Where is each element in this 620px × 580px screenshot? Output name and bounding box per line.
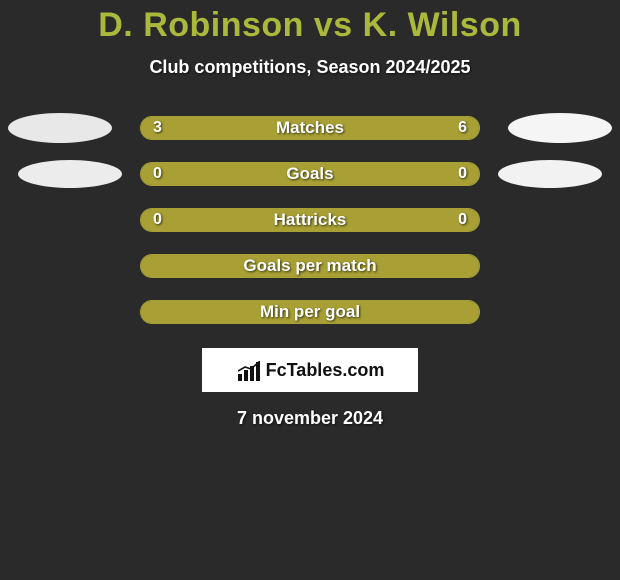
stat-value-right: 0 [458,209,467,231]
date-label: 7 november 2024 [0,408,620,429]
player-badge-right [498,160,602,188]
comparison-row: Hattricks0 0 [0,208,620,232]
stat-bar: Matches3 6 [140,116,480,140]
stat-label: Min per goal [141,301,479,323]
subtitle: Club competitions, Season 2024/2025 [0,57,620,78]
comparison-rows: Matches36Goals00Hattricks00Goals per mat… [0,116,620,324]
stat-value-left: 0 [153,163,162,185]
stat-label: Goals per match [141,255,479,277]
comparison-row: Matches3 6 [0,116,620,140]
comparison-row: Goals per match [0,254,620,278]
page-title: D. Robinson vs K. Wilson [0,6,620,45]
stat-value-right: 0 [458,163,467,185]
player-badge-right [508,113,612,143]
stat-bar: Min per goal [140,300,480,324]
stat-label: Matches [141,117,479,139]
stat-value-left: 3 [153,117,162,139]
logo-chart-icon [236,359,262,381]
stat-bar: Hattricks0 0 [140,208,480,232]
stat-bar: Goals per match [140,254,480,278]
logo-text: FcTables.com [266,360,385,381]
stat-label: Hattricks [141,209,479,231]
player-badge-left [18,160,122,188]
comparison-row: Min per goal [0,300,620,324]
stat-value-left: 0 [153,209,162,231]
stat-label: Goals [141,163,479,185]
comparison-row: Goals0 0 [0,162,620,186]
stat-bar: Goals0 0 [140,162,480,186]
stat-value-right: 6 [458,117,467,139]
infographic-container: D. Robinson vs K. Wilson Club competitio… [0,0,620,429]
logo-box: FcTables.com [202,348,418,392]
player-badge-left [8,113,112,143]
